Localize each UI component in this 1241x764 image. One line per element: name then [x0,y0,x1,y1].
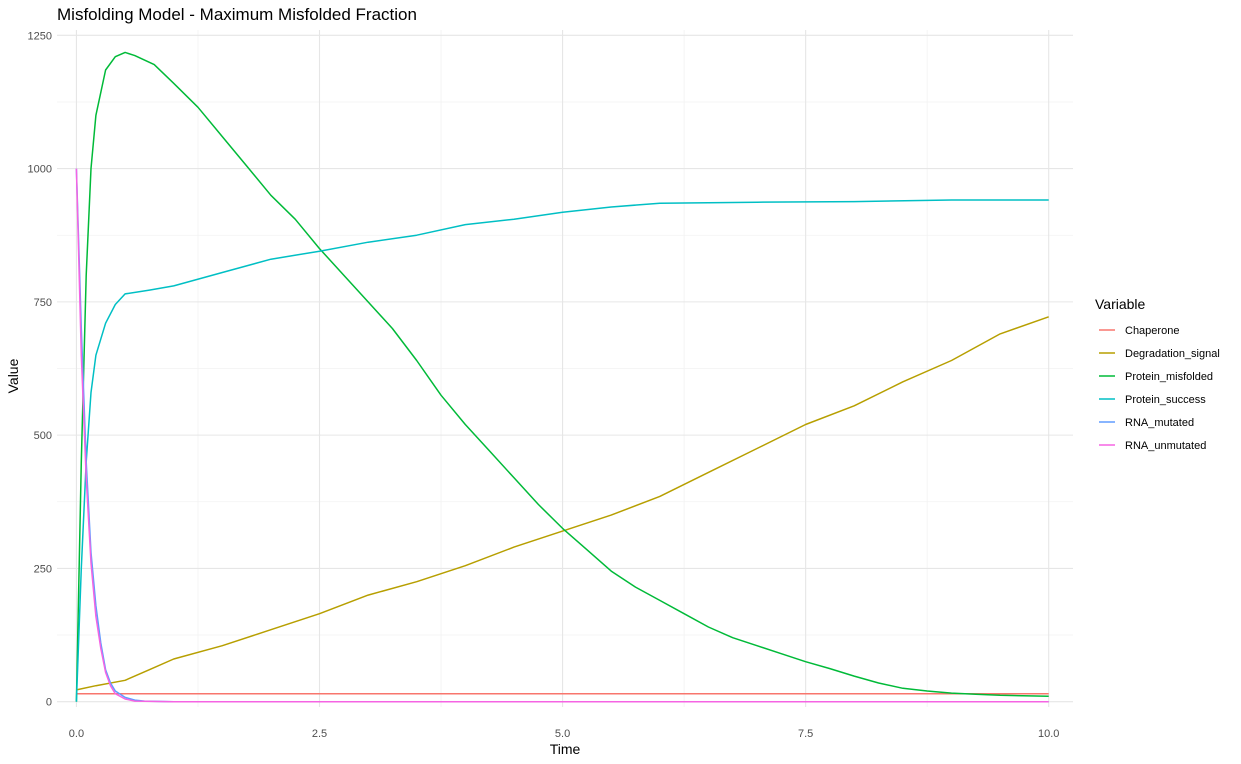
minor-gridlines [57,30,1073,707]
y-axis-ticks: 0 250 500 750 1000 1250 [28,30,52,708]
series-line-degradation-signal [76,316,1049,691]
x-axis-ticks: 0.0 2.5 5.0 7.5 10.0 [69,728,1060,740]
y-tick-label: 1000 [28,164,52,176]
legend: Variable Chaperone Degradation_signal Prot… [1095,296,1220,452]
y-tick-label: 1250 [28,30,52,42]
y-tick-label: 750 [34,297,52,309]
y-tick-label: 500 [34,430,52,442]
x-tick-label: 7.5 [798,728,813,740]
legend-label-degradation-signal: Degradation_signal [1125,348,1220,360]
major-gridlines [57,30,1073,707]
series-lines [75,51,1049,703]
x-tick-label: 5.0 [555,728,570,740]
legend-title: Variable [1095,296,1146,312]
y-axis-title: Value [5,358,21,393]
legend-label-rna-unmutated: RNA_unmutated [1125,440,1206,452]
x-tick-label: 2.5 [312,728,327,740]
series-line-protein-success [75,199,1049,702]
series-line-rna-unmutated [75,168,1049,703]
y-tick-label: 250 [34,563,52,575]
legend-label-protein-success: Protein_success [1125,394,1206,406]
legend-label-chaperone: Chaperone [1125,325,1179,337]
x-tick-label: 0.0 [69,728,84,740]
legend-label-rna-mutated: RNA_mutated [1125,417,1194,429]
chart-title: Misfolding Model - Maximum Misfolded Fra… [57,5,417,24]
series-line-protein-misfolded [75,51,1049,702]
x-tick-label: 10.0 [1038,728,1059,740]
y-tick-label: 0 [46,697,52,709]
legend-label-protein-misfolded: Protein_misfolded [1125,371,1213,383]
x-axis-title: Time [550,741,581,757]
